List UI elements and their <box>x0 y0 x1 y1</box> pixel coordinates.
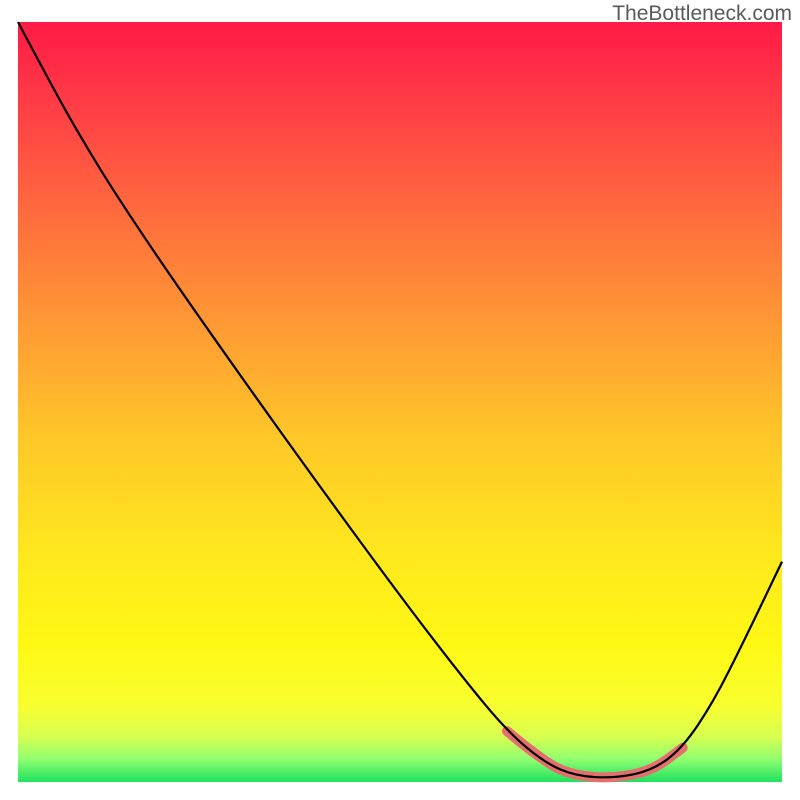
bottleneck-chart <box>0 0 800 800</box>
watermark-text: TheBottleneck.com <box>612 2 792 26</box>
gradient-background <box>18 22 782 782</box>
